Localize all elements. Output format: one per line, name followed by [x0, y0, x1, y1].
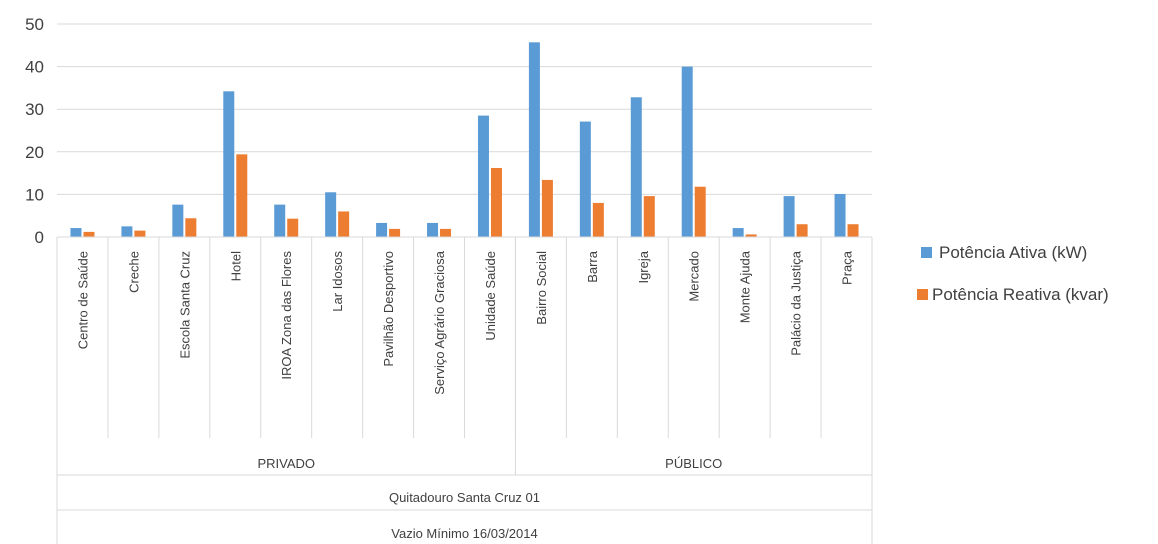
- category-label: Centro de Saúde: [75, 251, 90, 349]
- outer-axis-label: Quitadouro Santa Cruz 01: [389, 490, 540, 505]
- legend-swatch: [921, 247, 932, 258]
- bar-ativa: [732, 228, 744, 237]
- legend-label: Potência Ativa (kW): [939, 243, 1087, 262]
- group-label: PRIVADO: [257, 456, 315, 471]
- legend-swatch: [917, 289, 928, 300]
- y-tick-label: 30: [25, 100, 44, 119]
- bar-ativa: [427, 222, 439, 237]
- category-label: Creche: [126, 251, 141, 293]
- y-tick-label: 20: [25, 143, 44, 162]
- bar-reativa: [490, 167, 502, 237]
- category-label: IROA Zona das Flores: [279, 251, 294, 380]
- y-tick-label: 40: [25, 58, 44, 77]
- category-label: Unidade Saúde: [483, 251, 498, 341]
- bar-ativa: [579, 121, 591, 237]
- group-label: PÚBLICO: [665, 456, 722, 471]
- bar-ativa: [325, 192, 337, 237]
- category-label: Lar Idosos: [330, 251, 345, 312]
- bar-reativa: [338, 211, 350, 237]
- category-label: Palácio da Justiça: [789, 250, 804, 356]
- bar-ativa: [630, 97, 642, 237]
- bar-reativa: [287, 218, 299, 237]
- category-label: Igreja: [636, 250, 651, 283]
- bar-ativa: [528, 42, 540, 238]
- bar-ativa: [223, 91, 235, 237]
- bar-ativa: [681, 66, 693, 237]
- bar-ativa: [783, 196, 795, 237]
- outer-axis-label: Vazio Mínimo 16/03/2014: [391, 526, 537, 541]
- category-label: Barra: [585, 250, 600, 283]
- bar-ativa: [274, 204, 286, 237]
- bar-reativa: [236, 154, 248, 237]
- bar-ativa: [121, 226, 133, 237]
- category-label: Monte Ajuda: [738, 250, 753, 323]
- bar-reativa: [796, 224, 808, 237]
- category-label: Praça: [840, 250, 855, 285]
- bar-reativa: [134, 230, 146, 237]
- bar-reativa: [389, 228, 401, 237]
- bar-ativa: [376, 222, 388, 237]
- bar-reativa: [592, 202, 604, 237]
- y-tick-label: 10: [25, 185, 44, 204]
- bar-ativa: [70, 228, 82, 237]
- bar-reativa: [694, 186, 706, 237]
- category-label: Escola Santa Cruz: [177, 251, 192, 359]
- y-tick-label: 0: [35, 228, 44, 247]
- category-label: Pavilhão Desportivo: [381, 251, 396, 367]
- bar-reativa: [745, 234, 757, 237]
- category-label: Bairro Social: [534, 251, 549, 325]
- bar-ativa: [834, 193, 846, 237]
- bar-reativa: [847, 224, 859, 237]
- bar-reativa: [440, 228, 452, 237]
- bar-ativa: [477, 115, 489, 237]
- category-label: Serviço Agrário Graciosa: [432, 250, 447, 395]
- legend-label: Potência Reativa (kvar): [932, 285, 1109, 304]
- bar-ativa: [172, 204, 184, 237]
- category-label: Hotel: [228, 251, 243, 281]
- bar-reativa: [643, 196, 655, 237]
- bar-reativa: [541, 179, 553, 237]
- bar-reativa: [83, 231, 95, 237]
- y-tick-label: 50: [25, 15, 44, 34]
- bar-reativa: [185, 218, 197, 237]
- category-label: Mercado: [687, 251, 702, 302]
